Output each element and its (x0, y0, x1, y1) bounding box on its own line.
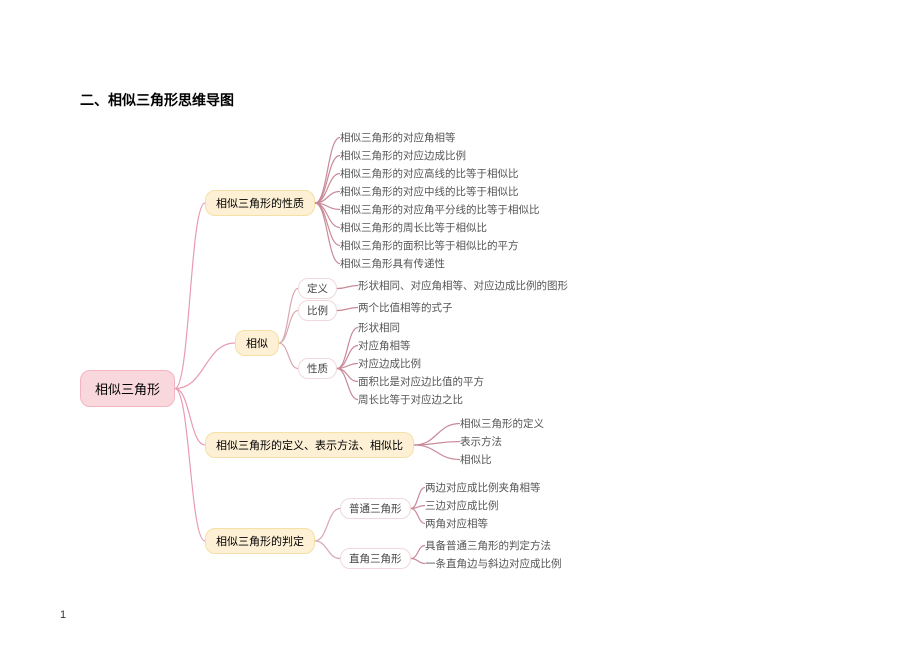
leaf-2-0: 相似三角形的定义 (460, 416, 544, 431)
leaf-2-1: 表示方法 (460, 434, 502, 449)
branch-1: 相似 (235, 330, 279, 356)
branch-0: 相似三角形的性质 (205, 190, 315, 216)
leaf-3-1-0: 具备普通三角形的判定方法 (425, 538, 551, 553)
page-title: 二、相似三角形思维导图 (80, 90, 234, 110)
leaf-1-2-3: 面积比是对应边比值的平方 (358, 374, 484, 389)
leaf-0-1: 相似三角形的对应边成比例 (340, 148, 466, 163)
leaf-0-4: 相似三角形的对应角平分线的比等于相似比 (340, 202, 540, 217)
branch-3: 相似三角形的判定 (205, 528, 315, 554)
page-number: 1 (60, 609, 66, 621)
leaf-0-3: 相似三角形的对应中线的比等于相似比 (340, 184, 519, 199)
leaf-3-1-1: 一条直角边与斜边对应成比例 (425, 556, 562, 571)
sub-1-2: 性质 (298, 358, 337, 379)
leaf-0-6: 相似三角形的面积比等于相似比的平方 (340, 238, 519, 253)
leaf-1-2-4: 周长比等于对应边之比 (358, 392, 463, 407)
leaf-1-1-0: 两个比值相等的式子 (358, 300, 453, 315)
leaf-0-5: 相似三角形的周长比等于相似比 (340, 220, 487, 235)
leaf-1-0-0: 形状相同、对应角相等、对应边成比例的图形 (358, 278, 568, 293)
leaf-1-2-1: 对应角相等 (358, 338, 411, 353)
leaf-0-0: 相似三角形的对应角相等 (340, 130, 456, 145)
leaf-3-0-0: 两边对应成比例夹角相等 (425, 480, 541, 495)
leaf-1-2-0: 形状相同 (358, 320, 400, 335)
leaf-3-0-2: 两角对应相等 (425, 516, 488, 531)
sub-3-0: 普通三角形 (340, 498, 411, 519)
leaf-3-0-1: 三边对应成比例 (425, 498, 499, 513)
leaf-1-2-2: 对应边成比例 (358, 356, 421, 371)
branch-2: 相似三角形的定义、表示方法、相似比 (205, 432, 414, 458)
sub-1-0: 定义 (298, 278, 337, 299)
leaf-0-7: 相似三角形具有传递性 (340, 256, 445, 271)
leaf-2-2: 相似比 (460, 452, 492, 467)
sub-3-1: 直角三角形 (340, 548, 411, 569)
leaf-0-2: 相似三角形的对应高线的比等于相似比 (340, 166, 519, 181)
root-node: 相似三角形 (80, 370, 175, 407)
mindmap-container: 相似三角形相似三角形的性质相似三角形的对应角相等相似三角形的对应边成比例相似三角… (60, 120, 860, 640)
sub-1-1: 比例 (298, 300, 337, 321)
